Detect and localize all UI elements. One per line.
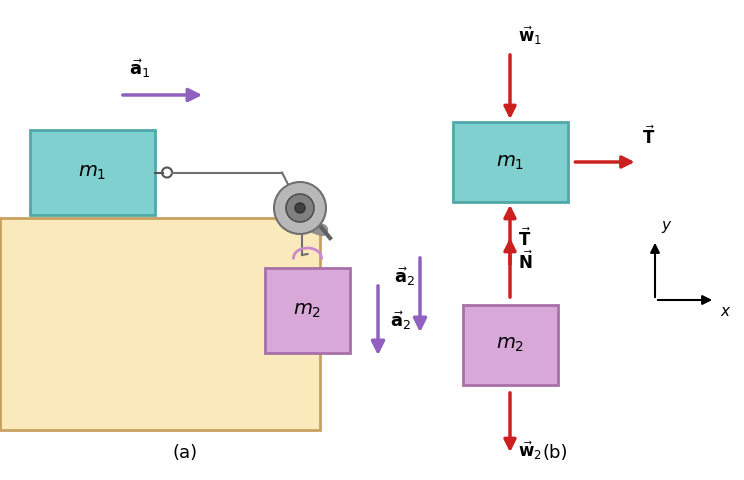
- FancyBboxPatch shape: [265, 268, 350, 353]
- FancyBboxPatch shape: [452, 122, 568, 202]
- Text: $\vec{\mathbf{a}}_1$: $\vec{\mathbf{a}}_1$: [129, 57, 150, 80]
- Circle shape: [295, 203, 305, 213]
- Text: $\vec{\mathbf{N}}$: $\vec{\mathbf{N}}$: [518, 251, 533, 273]
- Text: $\vec{\mathbf{T}}$: $\vec{\mathbf{T}}$: [643, 125, 655, 148]
- Text: (a): (a): [173, 444, 198, 462]
- FancyBboxPatch shape: [0, 218, 320, 430]
- FancyBboxPatch shape: [463, 305, 557, 385]
- Text: $\vec{\mathbf{T}}$: $\vec{\mathbf{T}}$: [518, 228, 531, 250]
- Text: (b): (b): [542, 444, 568, 462]
- Text: $m_2$: $m_2$: [496, 336, 524, 355]
- Text: $\vec{\mathbf{w}}_2$: $\vec{\mathbf{w}}_2$: [518, 440, 542, 463]
- Text: $m_2$: $m_2$: [293, 301, 321, 320]
- Circle shape: [286, 194, 314, 222]
- Text: $\vec{\mathbf{a}}_2$: $\vec{\mathbf{a}}_2$: [394, 265, 415, 288]
- Text: $y$: $y$: [661, 219, 673, 235]
- Text: $\vec{\mathbf{a}}_2$: $\vec{\mathbf{a}}_2$: [390, 310, 411, 333]
- FancyBboxPatch shape: [30, 130, 155, 215]
- Text: $x$: $x$: [720, 304, 731, 319]
- Text: $\vec{\mathbf{w}}_1$: $\vec{\mathbf{w}}_1$: [518, 24, 542, 47]
- Text: $m_1$: $m_1$: [78, 163, 106, 182]
- Text: $m_1$: $m_1$: [496, 153, 525, 171]
- Circle shape: [274, 182, 326, 234]
